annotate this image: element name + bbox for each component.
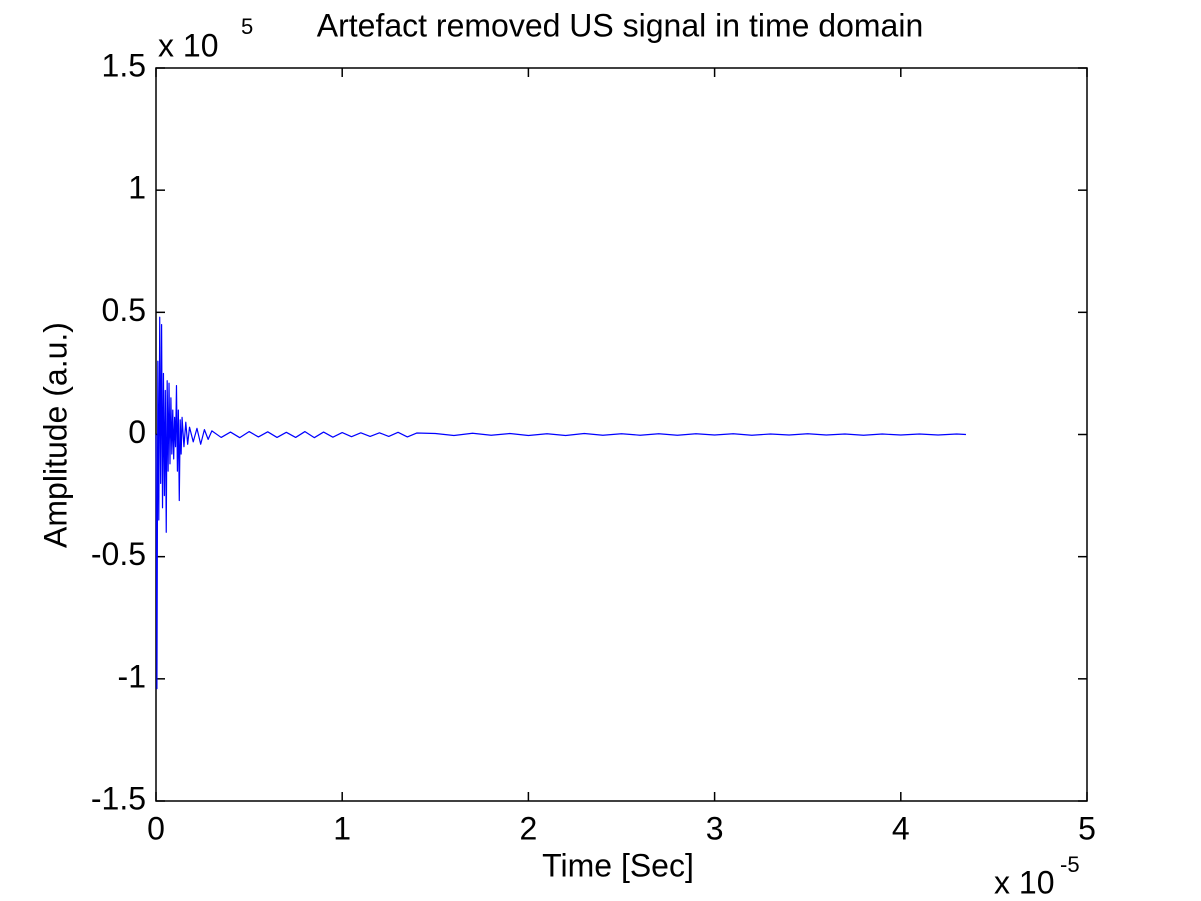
x-tick-label: 5 xyxy=(1078,810,1096,846)
x-tick-label: 2 xyxy=(520,810,538,846)
y-tick-label: -1.5 xyxy=(91,780,146,816)
y-tick-label: 1 xyxy=(128,170,146,206)
x-tick-label: 4 xyxy=(892,810,910,846)
y-tick-label: 0.5 xyxy=(102,292,146,328)
signal-line xyxy=(155,316,967,690)
x-tick-label: 3 xyxy=(706,810,724,846)
y-tick-label: 1.5 xyxy=(102,47,146,83)
y-axis-label: Amplitude (a.u.) xyxy=(37,322,73,548)
x-tick-label: 0 xyxy=(147,810,165,846)
x-scale-exponent: -5 xyxy=(1060,852,1080,877)
y-tick-label: 0 xyxy=(128,414,146,450)
x-axis-label: Time [Sec] xyxy=(542,847,694,883)
y-tick-label: -1 xyxy=(118,658,146,694)
y-tick-label: -0.5 xyxy=(91,536,146,572)
x-tick-label: 1 xyxy=(333,810,351,846)
y-scale-exponent: 5 xyxy=(241,14,253,39)
x-scale-base: x 10 xyxy=(994,864,1054,900)
chart-title: Artefact removed US signal in time domai… xyxy=(317,7,923,43)
y-scale-base: x 10 xyxy=(158,27,218,63)
